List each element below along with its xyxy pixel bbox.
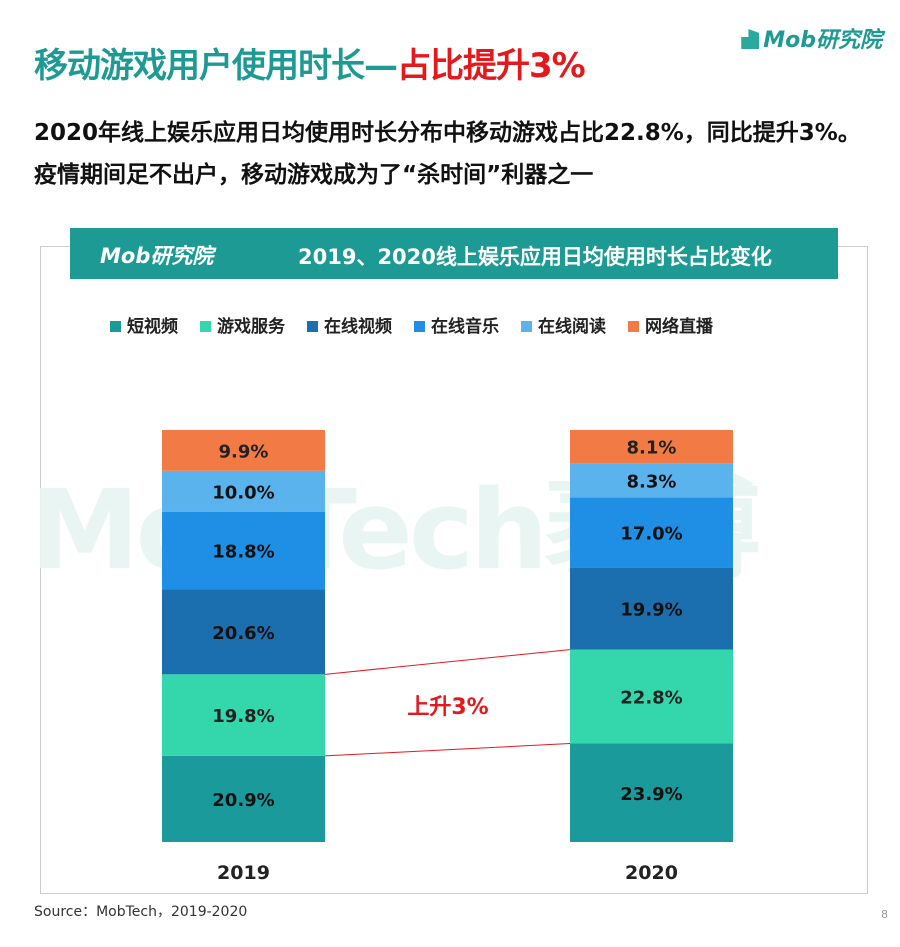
bar-segment — [570, 649, 733, 744]
data-label: 8.1% — [627, 438, 677, 459]
legend-swatch — [521, 321, 532, 332]
legend-item: 在线视频 — [307, 312, 392, 337]
legend-item: 在线音乐 — [414, 312, 499, 337]
x-tick-label: 2020 — [625, 862, 678, 884]
data-label: 8.3% — [627, 471, 677, 492]
data-label: 19.9% — [620, 600, 682, 621]
page-number: 8 — [881, 908, 888, 921]
legend-item: 在线阅读 — [521, 312, 606, 337]
chart-logo: Mob研究院 — [100, 244, 214, 268]
bar-segment — [570, 463, 733, 498]
bar-segment — [570, 497, 733, 568]
data-label: 17.0% — [620, 524, 682, 545]
bar-segment — [162, 674, 325, 756]
legend-swatch — [307, 321, 318, 332]
legend-swatch — [628, 321, 639, 332]
data-label: 22.8% — [620, 688, 682, 709]
data-label: 18.8% — [212, 542, 274, 563]
annotation: 上升3% — [407, 695, 488, 720]
bar-segment — [162, 755, 325, 842]
data-label: 9.9% — [219, 441, 269, 462]
legend-swatch — [414, 321, 425, 332]
bar-segment — [162, 470, 325, 512]
chart-title: 2019、2020线上娱乐应用日均使用时长占比变化 — [298, 245, 772, 269]
subtitle: 2020年线上娱乐应用日均使用时长分布中移动游戏占比22.8%，同比提升3%。疫… — [34, 120, 861, 188]
data-label: 23.9% — [620, 784, 682, 805]
legend-label: 在线阅读 — [538, 317, 606, 337]
source-note: Source：MobTech，2019-2020 — [34, 904, 248, 920]
connector-line — [324, 649, 571, 675]
brand-logo: Mob研究院 — [741, 22, 882, 54]
legend-item: 短视频 — [110, 312, 178, 337]
legend-label: 游戏服务 — [217, 317, 285, 337]
data-label: 20.6% — [212, 623, 274, 644]
bar-segment — [162, 511, 325, 590]
legend-label: 短视频 — [127, 317, 178, 337]
bar-segment — [162, 589, 325, 675]
legend-item: 游戏服务 — [200, 312, 285, 337]
connector-line — [324, 743, 571, 757]
title-main: 移动游戏用户使用时长— — [34, 46, 398, 86]
data-label: 10.0% — [212, 482, 274, 503]
legend-item: 网络直播 — [628, 312, 713, 337]
data-label: 19.8% — [212, 706, 274, 727]
data-label: 20.9% — [212, 790, 274, 811]
legend-label: 在线音乐 — [431, 317, 499, 337]
x-tick-label: 2019 — [217, 862, 270, 884]
legend-swatch — [110, 321, 121, 332]
bar-segment — [570, 430, 733, 464]
legend-label: 网络直播 — [645, 317, 713, 337]
bar-segment — [162, 430, 325, 471]
title-highlight: 占比提升3% — [397, 46, 586, 86]
page-title: 移动游戏用户使用时长—占比提升3% — [34, 38, 586, 87]
bar-segment — [570, 743, 733, 842]
chart-header: Mob研究院 2019、2020线上娱乐应用日均使用时长占比变化 — [70, 228, 838, 279]
bar-segment — [570, 567, 733, 650]
legend-label: 在线视频 — [324, 317, 392, 337]
logo-text: Mob研究院 — [763, 28, 882, 53]
chart-legend: 短视频 游戏服务 在线视频 在线音乐 在线阅读 网络直播 — [110, 312, 713, 337]
legend-swatch — [200, 321, 211, 332]
